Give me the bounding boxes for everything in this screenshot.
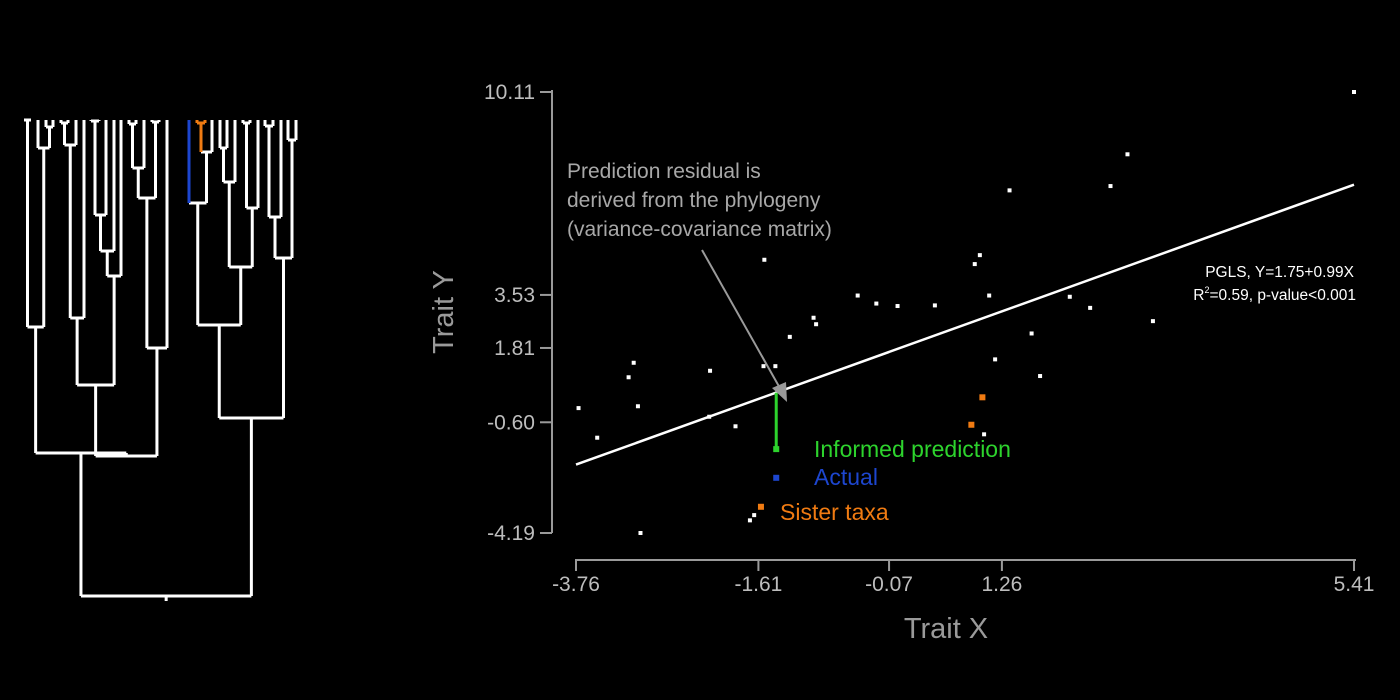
data-point [932, 303, 937, 308]
data-point [1038, 374, 1043, 379]
highlight-point [979, 394, 986, 401]
data-point [1352, 90, 1356, 94]
data-points [576, 90, 1356, 535]
data-point [638, 531, 643, 535]
data-point [1150, 319, 1155, 324]
data-point [874, 301, 879, 306]
data-point [707, 414, 712, 419]
highlight-point [773, 474, 780, 481]
data-point [993, 357, 998, 362]
highlight-point [773, 446, 780, 453]
y-tick-label: -0.60 [487, 411, 535, 434]
x-axis-title: Trait X [904, 613, 988, 645]
equation-line-1: PGLS, Y=1.75+0.99X [1205, 264, 1354, 281]
equation-line-2: R2=0.59, p-value<0.001 [1193, 285, 1356, 304]
data-point [761, 364, 766, 369]
label-informed-prediction: Informed prediction [814, 436, 1011, 462]
x-tick-label: -3.76 [552, 573, 600, 596]
data-point [972, 262, 977, 267]
data-point [977, 253, 982, 258]
data-point [1108, 184, 1113, 189]
data-point [982, 432, 987, 437]
phylogenetic-tree [24, 118, 298, 601]
data-point [855, 293, 860, 298]
data-point [626, 375, 631, 380]
data-point [747, 518, 752, 523]
arrow-head-icon [772, 382, 787, 402]
data-point [752, 513, 757, 518]
annotation-arrow [701, 249, 787, 402]
highlight-point [757, 503, 764, 510]
pgls-regression-line [575, 183, 1355, 466]
annotation-line-1: Prediction residual is [567, 160, 761, 183]
label-sister-taxa: Sister taxa [780, 499, 889, 525]
data-point [814, 322, 819, 327]
data-point [787, 334, 792, 339]
data-point [987, 293, 992, 298]
plot-axes: 10.11 3.53 1.81 -0.60 -4.19 -3.76 -1.61 -0.07 1… [428, 81, 1374, 645]
data-point [1067, 294, 1072, 299]
data-point [635, 404, 640, 409]
data-point [1125, 152, 1130, 157]
x-tick-label: -0.07 [865, 573, 913, 596]
x-tick-label: 5.41 [1334, 573, 1375, 596]
y-tick-label: 1.81 [494, 337, 535, 360]
y-axis-title: Trait Y [428, 270, 460, 354]
data-point [1029, 331, 1034, 336]
regression-equation: PGLS, Y=1.75+0.99X R2=0.59, p-value<0.00… [1193, 264, 1356, 304]
highlighted-points [757, 394, 986, 510]
x-tick-label: -1.61 [734, 573, 782, 596]
data-point [708, 368, 713, 373]
data-point [773, 364, 778, 369]
data-point [576, 406, 581, 411]
data-point [762, 257, 767, 262]
y-tick-label: 3.53 [494, 284, 535, 307]
data-point [595, 435, 600, 440]
label-actual: Actual [814, 464, 878, 490]
annotation-line-2: derived from the phylogeny [567, 189, 821, 212]
data-point [1088, 305, 1093, 310]
y-tick-label: 10.11 [484, 81, 535, 104]
x-tick-label: 1.26 [981, 573, 1022, 596]
highlight-point [968, 421, 975, 428]
data-point [811, 315, 816, 320]
data-point [631, 360, 636, 365]
data-point [1007, 188, 1012, 193]
y-tick-label: -4.19 [487, 522, 535, 545]
data-point [895, 304, 900, 309]
annotation-text: Prediction residual is derived from the … [567, 160, 832, 241]
data-point [733, 424, 738, 429]
annotation-line-3: (variance-covariance matrix) [567, 218, 832, 241]
point-labels: Informed prediction Actual Sister taxa [780, 436, 1011, 525]
